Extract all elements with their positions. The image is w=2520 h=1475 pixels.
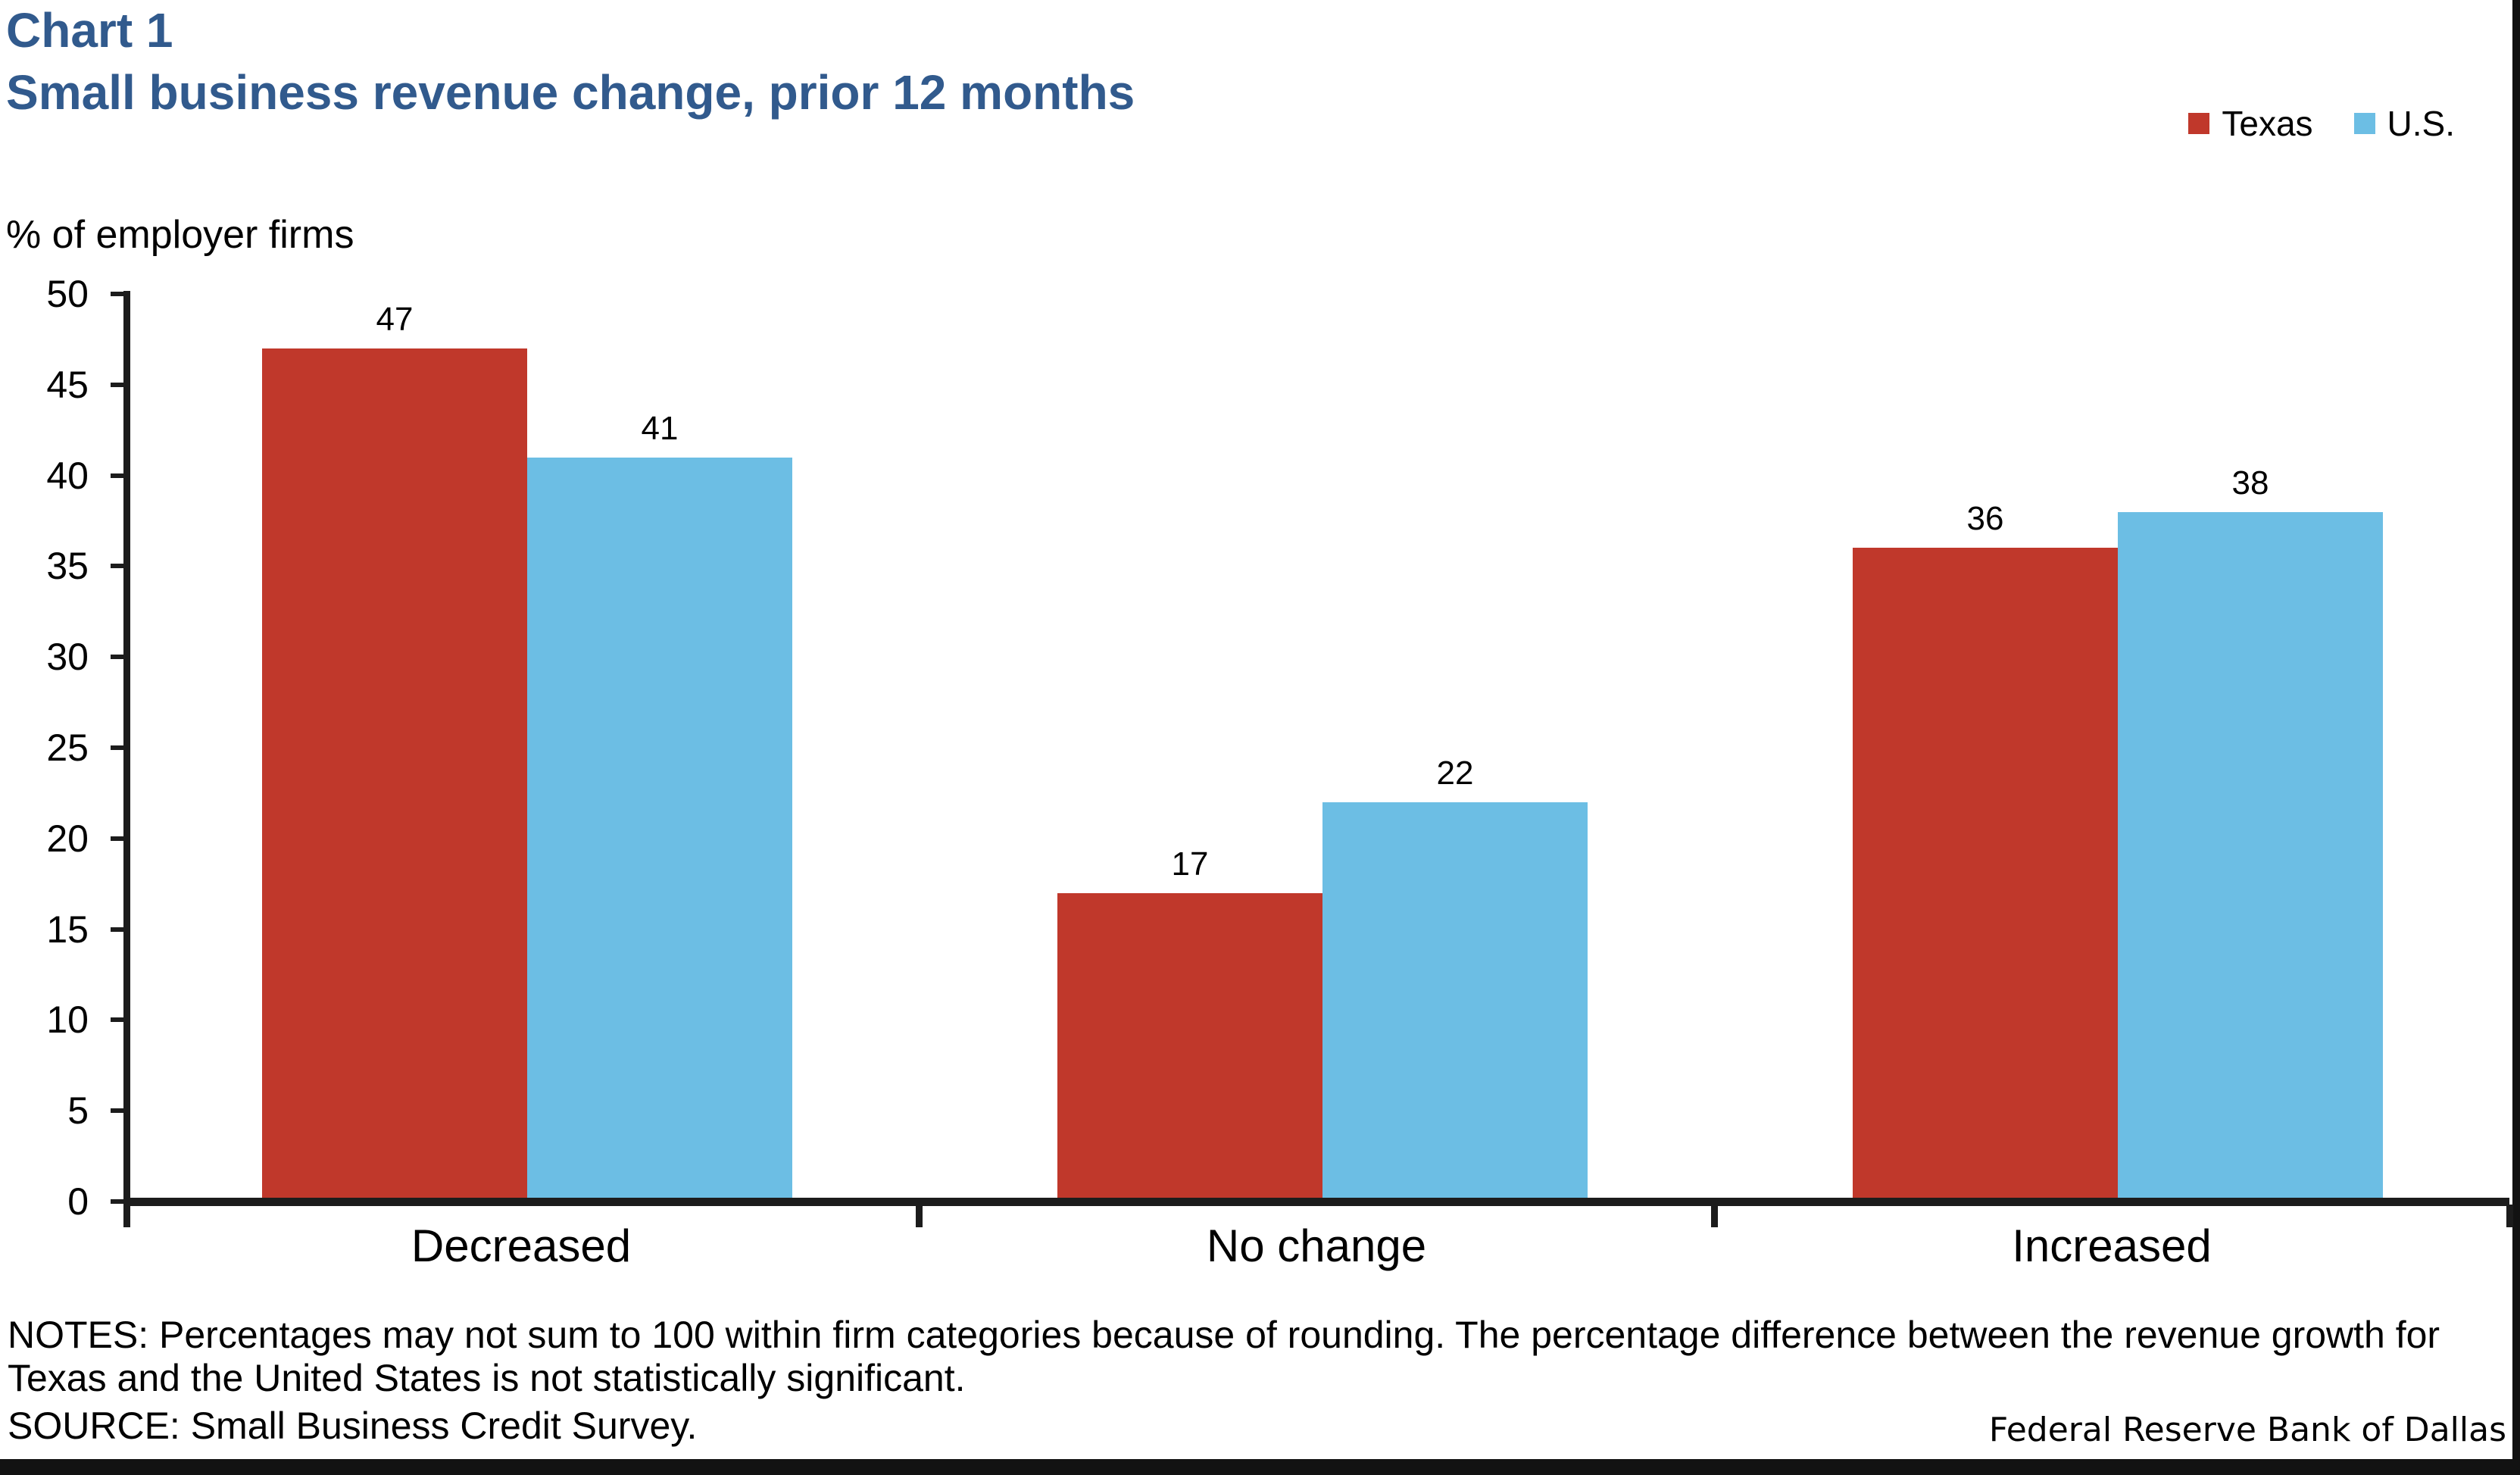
- bar-value-u-s-decreased: 41: [641, 409, 679, 447]
- legend-label-u-s: U.S.: [2387, 104, 2455, 143]
- bar-texas-increased: 36: [1853, 502, 2118, 1202]
- y-tick-label-30: 30: [46, 636, 89, 679]
- y-tick-50: [111, 292, 123, 296]
- texas-swatch-icon: [2188, 113, 2210, 134]
- y-tick-label-35: 35: [46, 545, 89, 588]
- y-tick-25: [111, 745, 123, 750]
- legend-label-texas: Texas: [2222, 104, 2313, 143]
- y-tick-15: [111, 927, 123, 932]
- bar-value-texas-decreased: 47: [376, 300, 414, 338]
- y-tick-label-5: 5: [67, 1089, 89, 1133]
- y-tick-label-0: 0: [67, 1180, 89, 1223]
- bar-u-s-no-change: 22: [1322, 756, 1588, 1202]
- y-tick-label-45: 45: [46, 363, 89, 406]
- legend-item-u-s: U.S.: [2353, 103, 2455, 144]
- y-tick-40: [111, 473, 123, 478]
- y-tick-35: [111, 564, 123, 569]
- x-tick-0: [123, 1205, 130, 1227]
- y-tick-label-25: 25: [46, 727, 89, 769]
- plot-area: 47 41 17 22 36 38: [123, 294, 2509, 1202]
- bar-group-decreased: 47 41: [123, 294, 919, 1202]
- y-tick-label-10: 10: [46, 998, 89, 1042]
- bar-value-u-s-no-change: 22: [1436, 754, 1474, 792]
- category-label-no-change: No change: [1206, 1220, 1427, 1271]
- bar-group-increased: 36 38: [1714, 294, 2509, 1202]
- y-tick-10: [111, 1017, 123, 1023]
- y-tick-label-50: 50: [46, 273, 89, 315]
- bar-texas-no-change: 17: [1057, 847, 1322, 1202]
- attribution-text: Federal Reserve Bank of Dallas: [1988, 1411, 2506, 1449]
- x-tick-1: [916, 1205, 923, 1227]
- page-title: Small business revenue change, prior 12 …: [6, 65, 1135, 120]
- x-tick-2: [1711, 1205, 1718, 1227]
- bar-value-texas-increased: 36: [1966, 500, 2004, 538]
- bar-u-s-increased: 38: [2118, 466, 2383, 1202]
- bottom-edge-strip: [0, 1459, 2520, 1475]
- y-axis-unit-label: % of employer firms: [6, 213, 354, 257]
- bar-u-s-decreased: 41: [527, 411, 792, 1202]
- bar-value-texas-no-change: 17: [1171, 845, 1209, 883]
- bar-value-u-s-increased: 38: [2231, 464, 2269, 502]
- category-label-increased: Increased: [2012, 1220, 2212, 1271]
- bar-texas-decreased: 47: [262, 302, 527, 1202]
- legend: Texas U.S.: [2188, 103, 2455, 144]
- chart-number: Chart 1: [6, 3, 173, 58]
- legend-item-texas: Texas: [2188, 103, 2313, 144]
- source-text: SOURCE: Small Business Credit Survey.: [8, 1405, 698, 1447]
- y-tick-0: [111, 1199, 123, 1204]
- y-tick-label-40: 40: [46, 454, 89, 497]
- y-tick-5: [111, 1108, 123, 1114]
- notes-text: NOTES: Percentages may not sum to 100 wi…: [8, 1314, 2440, 1399]
- y-tick-30: [111, 655, 123, 660]
- y-axis-line: [123, 291, 130, 1206]
- x-tick-3: [2506, 1205, 2513, 1227]
- bar-group-no-change: 17 22: [919, 294, 1714, 1202]
- u-s-swatch-icon: [2353, 113, 2375, 134]
- category-label-decreased: Decreased: [411, 1220, 632, 1271]
- x-axis-line: [123, 1198, 2509, 1206]
- y-tick-45: [111, 382, 123, 387]
- y-tick-label-20: 20: [46, 817, 89, 860]
- right-edge-strip: [2512, 0, 2520, 1475]
- y-tick-label-15: 15: [46, 908, 89, 951]
- y-tick-20: [111, 836, 123, 841]
